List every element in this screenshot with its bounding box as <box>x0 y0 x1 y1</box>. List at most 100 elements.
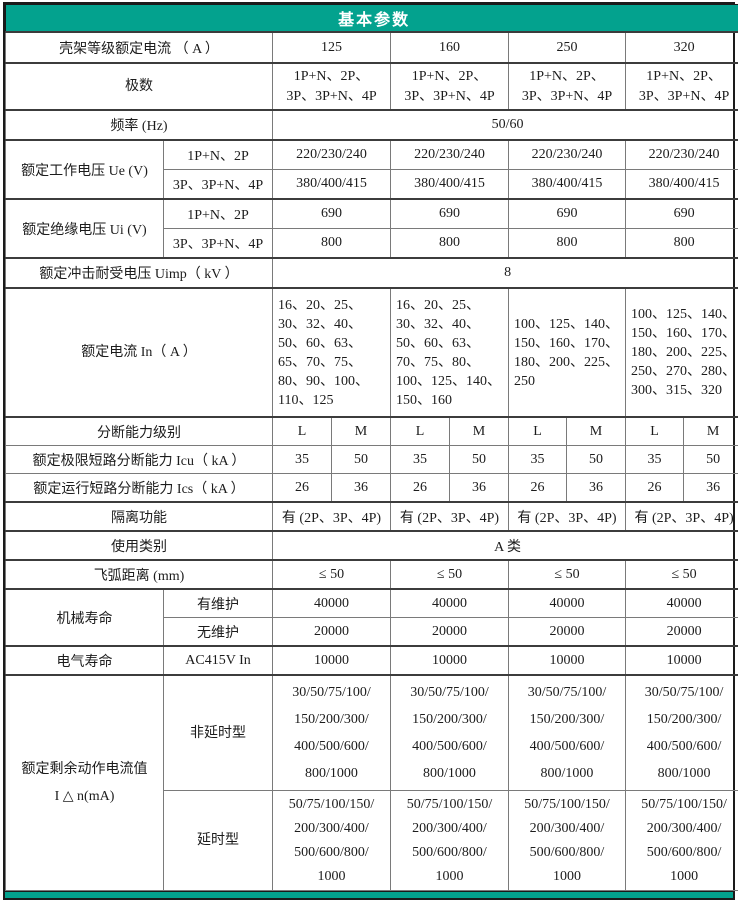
mech-life-0-value-3: 40000 <box>626 589 738 618</box>
icu-value-5: 50 <box>567 446 626 474</box>
elec-life-value-2: 10000 <box>509 646 626 675</box>
breaking-class-value-3: M <box>450 417 509 446</box>
isolation-value-2: 有 (2P、3P、4P) <box>509 502 626 531</box>
isolation-value-0: 有 (2P、3P、4P) <box>273 502 391 531</box>
elec-life-value-3: 10000 <box>626 646 738 675</box>
ui-1-value-1: 800 <box>391 229 509 259</box>
ue-0-value-1: 220/230/240 <box>391 140 509 170</box>
poles-label: 极数 <box>6 63 273 110</box>
breaking-class-value-0: L <box>273 417 332 446</box>
uimp-label: 额定冲击耐受电压 Uimp（ kV ） <box>6 258 273 288</box>
ue-0-value-0: 220/230/240 <box>273 140 391 170</box>
row-ics: 额定运行短路分断能力 Ics（ kA ） 26 36 26 36 26 36 2… <box>6 474 738 503</box>
isolation-value-1: 有 (2P、3P、4P) <box>391 502 509 531</box>
ui-0-value-3: 690 <box>626 199 738 229</box>
ue-1-value-2: 380/400/415 <box>509 170 626 200</box>
icu-value-4: 35 <box>509 446 567 474</box>
rated-current-label: 额定电流 In（ A ） <box>6 288 273 417</box>
elec-life-label: 电气寿命 <box>6 646 164 675</box>
isolation-value-3: 有 (2P、3P、4P) <box>626 502 738 531</box>
ue-1-value-1: 380/400/415 <box>391 170 509 200</box>
utilization-value: A 类 <box>273 531 738 560</box>
breaking-class-value-5: M <box>567 417 626 446</box>
row-icu: 额定极限短路分断能力 Icu（ kA ） 35 50 35 50 35 50 3… <box>6 446 738 474</box>
residual-1-value-0: 50/75/100/150/ 200/300/400/ 500/600/800/… <box>273 791 391 891</box>
poles-value-3: 1P+N、2P、 3P、3P+N、4P <box>626 63 738 110</box>
icu-label: 额定极限短路分断能力 Icu（ kA ） <box>6 446 273 474</box>
breaking-class-label: 分断能力级别 <box>6 417 273 446</box>
row-residual-nondelay: 额定剩余动作电流值 I △ n(mA) 非延时型 30/50/75/100/ 1… <box>6 675 738 791</box>
row-uimp: 额定冲击耐受电压 Uimp（ kV ） 8 <box>6 258 738 288</box>
residual-1-value-1: 50/75/100/150/ 200/300/400/ 500/600/800/… <box>391 791 509 891</box>
ics-value-3: 36 <box>450 474 509 503</box>
mech-life-0-value-0: 40000 <box>273 589 391 618</box>
elec-life-sub-label: AC415V In <box>164 646 273 675</box>
mech-life-label: 机械寿命 <box>6 589 164 646</box>
residual-0-value-3: 30/50/75/100/ 150/200/300/ 400/500/600/ … <box>626 675 738 791</box>
row-breaking-class: 分断能力级别 L M L M L M L M <box>6 417 738 446</box>
ue-label: 额定工作电压 Ue (V) <box>6 140 164 199</box>
ui-1-value-0: 800 <box>273 229 391 259</box>
breaking-class-value-1: M <box>332 417 391 446</box>
parameters-table: 基本参数 壳架等级额定电流 （ A ） 125 160 250 320 极数 1… <box>5 4 738 891</box>
frame-current-value-320: 320 <box>626 32 738 63</box>
table-title-row: 基本参数 <box>6 5 738 33</box>
residual-sub-label-0: 非延时型 <box>164 675 273 791</box>
icu-value-6: 35 <box>626 446 684 474</box>
ics-value-0: 26 <box>273 474 332 503</box>
row-frequency: 频率 (Hz) 50/60 <box>6 110 738 140</box>
ics-label: 额定运行短路分断能力 Ics（ kA ） <box>6 474 273 503</box>
arc-distance-label: 飞弧距离 (mm) <box>6 560 273 589</box>
mech-life-sub-label-0: 有维护 <box>164 589 273 618</box>
row-isolation: 隔离功能 有 (2P、3P、4P) 有 (2P、3P、4P) 有 (2P、3P、… <box>6 502 738 531</box>
elec-life-value-0: 10000 <box>273 646 391 675</box>
mech-life-1-value-3: 20000 <box>626 618 738 647</box>
arc-distance-value-0: ≤ 50 <box>273 560 391 589</box>
breaking-class-value-6: L <box>626 417 684 446</box>
mech-life-0-value-1: 40000 <box>391 589 509 618</box>
ue-1-value-0: 380/400/415 <box>273 170 391 200</box>
poles-value-2: 1P+N、2P、 3P、3P+N、4P <box>509 63 626 110</box>
ui-1-value-2: 800 <box>509 229 626 259</box>
row-ue-1: 额定工作电压 Ue (V) 1P+N、2P 220/230/240 220/23… <box>6 140 738 170</box>
icu-value-1: 50 <box>332 446 391 474</box>
breaking-class-value-2: L <box>391 417 450 446</box>
icu-value-7: 50 <box>684 446 738 474</box>
frame-current-value-160: 160 <box>391 32 509 63</box>
residual-1-value-2: 50/75/100/150/ 200/300/400/ 500/600/800/… <box>509 791 626 891</box>
row-utilization: 使用类别 A 类 <box>6 531 738 560</box>
utilization-label: 使用类别 <box>6 531 273 560</box>
rated-current-value-2: 100、125、140、 150、160、170、 180、200、225、 2… <box>509 288 626 417</box>
residual-0-value-1: 30/50/75/100/ 150/200/300/ 400/500/600/ … <box>391 675 509 791</box>
residual-label: 额定剩余动作电流值 I △ n(mA) <box>6 675 164 891</box>
ui-0-value-1: 690 <box>391 199 509 229</box>
ics-value-4: 26 <box>509 474 567 503</box>
icu-value-3: 50 <box>450 446 509 474</box>
arc-distance-value-2: ≤ 50 <box>509 560 626 589</box>
elec-life-value-1: 10000 <box>391 646 509 675</box>
ics-value-5: 36 <box>567 474 626 503</box>
table-title: 基本参数 <box>6 5 738 33</box>
ui-0-value-2: 690 <box>509 199 626 229</box>
ics-value-1: 36 <box>332 474 391 503</box>
mech-life-sub-label-1: 无维护 <box>164 618 273 647</box>
frame-current-value-250: 250 <box>509 32 626 63</box>
ui-0-value-0: 690 <box>273 199 391 229</box>
breaking-class-value-4: L <box>509 417 567 446</box>
ue-sub-label-0: 1P+N、2P <box>164 140 273 170</box>
rated-current-value-3: 100、125、140、 150、160、170、 180、200、225、 2… <box>626 288 738 417</box>
row-elec-life: 电气寿命 AC415V In 10000 10000 10000 10000 <box>6 646 738 675</box>
residual-sub-label-1: 延时型 <box>164 791 273 891</box>
page: 基本参数 壳架等级额定电流 （ A ） 125 160 250 320 极数 1… <box>3 2 735 900</box>
residual-1-value-3: 50/75/100/150/ 200/300/400/ 500/600/800/… <box>626 791 738 891</box>
arc-distance-value-1: ≤ 50 <box>391 560 509 589</box>
ics-value-7: 36 <box>684 474 738 503</box>
ics-value-2: 26 <box>391 474 450 503</box>
ue-0-value-2: 220/230/240 <box>509 140 626 170</box>
poles-value-1: 1P+N、2P、 3P、3P+N、4P <box>391 63 509 110</box>
uimp-value: 8 <box>273 258 738 288</box>
ui-sub-label-1: 3P、3P+N、4P <box>164 229 273 259</box>
rated-current-value-0: 16、20、25、 30、32、40、 50、60、63、 65、70、75、 … <box>273 288 391 417</box>
frequency-value: 50/60 <box>273 110 738 140</box>
row-rated-current: 额定电流 In（ A ） 16、20、25、 30、32、40、 50、60、6… <box>6 288 738 417</box>
